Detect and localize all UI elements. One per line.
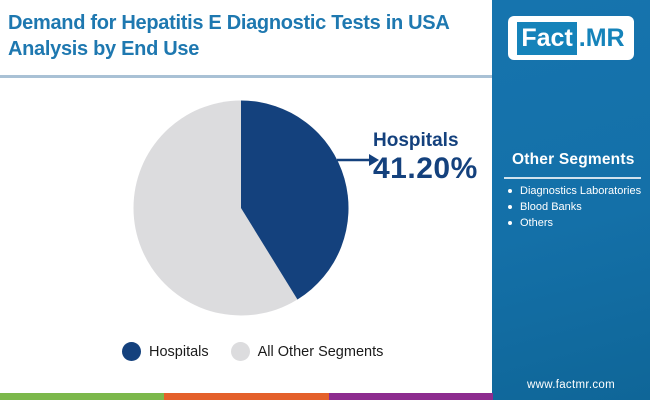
legend-label-other: All Other Segments bbox=[257, 343, 384, 360]
page-title-line1: Demand for Hepatitis E Diagnostic Tests … bbox=[8, 12, 450, 34]
bottom-stripes bbox=[0, 393, 493, 400]
list-item-blood-banks: Blood Banks bbox=[506, 201, 641, 213]
pie-callout: Hospitals 41.20% bbox=[373, 130, 478, 186]
logo-mr-text: .MR bbox=[578, 23, 625, 52]
other-segments-list: Diagnostics Laboratories Blood Banks Oth… bbox=[506, 185, 641, 233]
header-divider bbox=[0, 75, 493, 78]
heading-underline bbox=[504, 177, 641, 179]
logo-fact-text: Fact bbox=[517, 21, 577, 55]
factmr-logo: Fact .MR bbox=[508, 16, 634, 60]
list-item-diagnostics-laboratories: Diagnostics Laboratories bbox=[506, 185, 641, 197]
page-title: Demand for Hepatitis E Diagnostic Tests … bbox=[8, 10, 492, 62]
callout-value: 41.20% bbox=[373, 152, 478, 185]
legend: Hospitals All Other Segments bbox=[122, 342, 383, 361]
stripe-purple bbox=[328, 393, 493, 400]
list-item-others: Others bbox=[506, 217, 641, 229]
legend-swatch-hospitals bbox=[122, 342, 141, 361]
sidebar-panel: Fact .MR Other Segments Diagnostics Labo… bbox=[492, 0, 650, 400]
stripe-green bbox=[0, 393, 165, 400]
legend-swatch-other bbox=[230, 342, 250, 361]
page-title-line2: Analysis by End Use bbox=[8, 38, 200, 60]
legend-item-other: All Other Segments bbox=[230, 342, 384, 361]
pie-slice-hospitals bbox=[241, 100, 349, 300]
website-url: www.factmr.com bbox=[527, 379, 615, 391]
stripe-orange bbox=[164, 393, 329, 400]
other-segments-heading: Other Segments bbox=[512, 151, 635, 168]
pie-chart bbox=[133, 100, 349, 316]
legend-label-hospitals: Hospitals bbox=[149, 343, 209, 360]
legend-item-hospitals: Hospitals bbox=[122, 342, 209, 361]
callout-label: Hospitals bbox=[373, 130, 459, 151]
callout-arrow-icon bbox=[337, 154, 379, 166]
